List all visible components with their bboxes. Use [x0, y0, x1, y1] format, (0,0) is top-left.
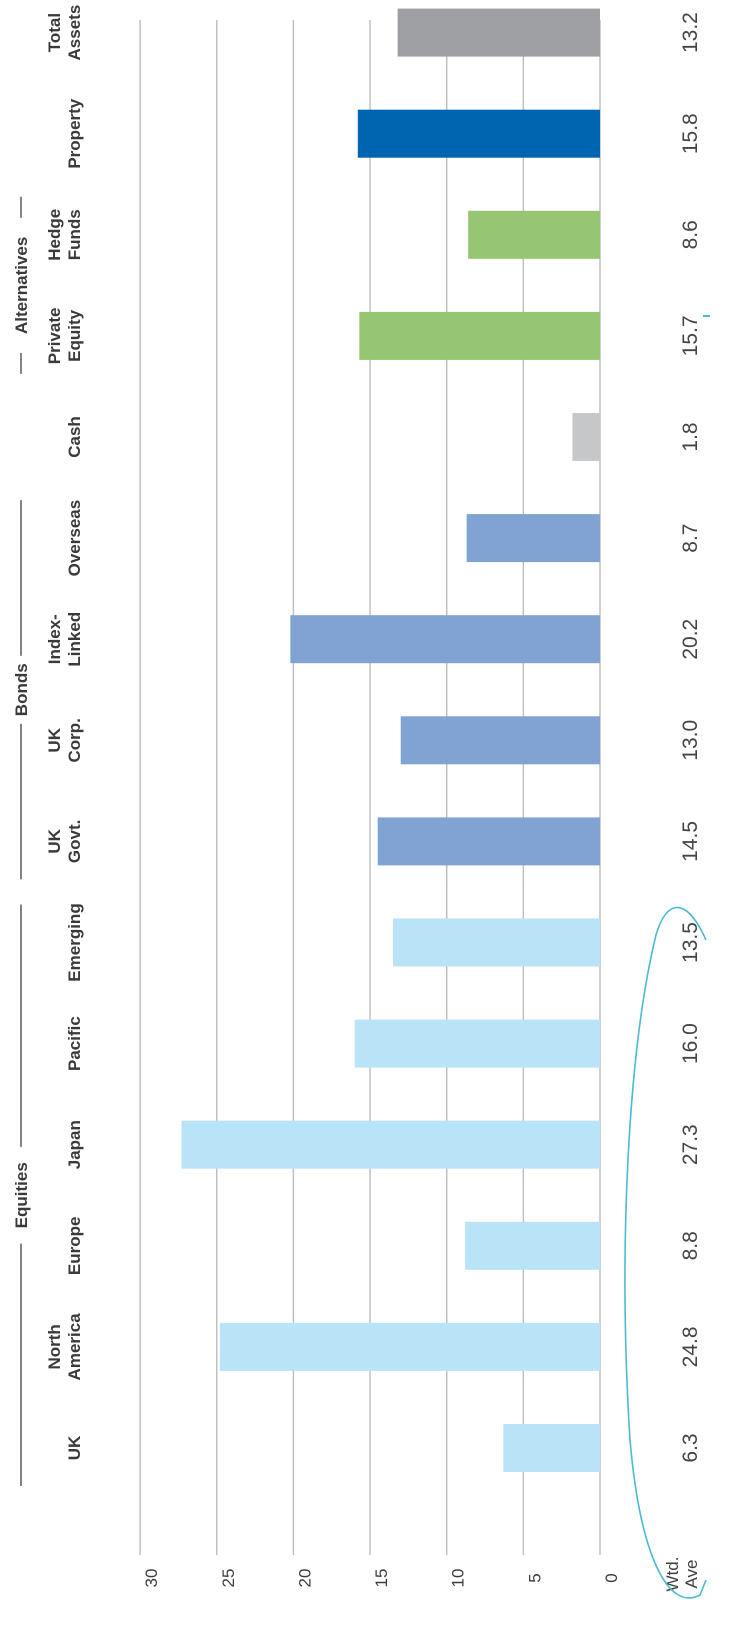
value-label-5: 13.5 [679, 922, 702, 963]
category-labels: UK NorthAmerica Europe Japan Pacific Emerging… [45, 5, 84, 1461]
bar-12 [468, 210, 600, 259]
annotation-ellipse [624, 906, 707, 1599]
category-label-11: PrivateEquity [45, 308, 84, 365]
bar-6 [377, 817, 600, 866]
category-label-10: Cash [65, 416, 84, 458]
value-label-2: 8.8 [679, 1231, 702, 1260]
value-label-7: 13.0 [679, 720, 702, 761]
category-label-13: Property [65, 98, 84, 168]
tick-label-15: 15 [372, 1569, 391, 1588]
category-label-7: UKCorp. [45, 718, 84, 762]
category-label-0: UK [65, 1435, 84, 1460]
category-label-12: HedgeFunds [45, 209, 84, 261]
value-label-6: 14.5 [679, 821, 702, 862]
value-label-10: 1.8 [679, 422, 702, 451]
value-label-9: 8.7 [679, 523, 702, 552]
bars [181, 8, 601, 1472]
bar-5 [393, 918, 600, 967]
group-label-1: Bonds [12, 663, 31, 716]
bar-8 [290, 615, 600, 664]
group-label-2: Alternatives [12, 237, 31, 334]
tick-label-0: 0 [602, 1573, 621, 1582]
tick-label-10: 10 [449, 1569, 468, 1588]
bar-4 [354, 1019, 600, 1068]
tick-label-5: 5 [525, 1573, 544, 1582]
category-label-14: TotalAssets [45, 5, 84, 61]
value-label-0: 6.3 [679, 1433, 702, 1462]
value-label-1: 24.8 [679, 1326, 702, 1367]
tick-label-25: 25 [219, 1569, 238, 1588]
value-label-11: 15.7 [679, 315, 702, 356]
bar-7 [400, 716, 600, 765]
group-headers: Equities Bonds Alternatives [12, 196, 31, 1486]
bar-0 [503, 1424, 600, 1472]
value-label-3: 27.3 [679, 1124, 702, 1165]
category-label-5: Emerging [65, 903, 84, 981]
category-label-4: Pacific [65, 1016, 84, 1071]
value-column-header: Wtd.Ave [663, 1557, 701, 1592]
bar-13 [357, 109, 600, 158]
bar-11 [359, 311, 600, 360]
group-label-0: Equities [12, 1162, 31, 1228]
value-labels: 6.3 24.8 8.8 27.3 16.0 13.5 14.5 13.0 20.2 8.7 1.8… [679, 12, 702, 1462]
value-label-12: 8.6 [679, 220, 702, 249]
value-label-13: 15.8 [679, 113, 702, 154]
bar-10 [572, 413, 600, 461]
bar-3 [181, 1120, 600, 1169]
tick-label-30: 30 [142, 1569, 161, 1588]
category-label-1: NorthAmerica [45, 1313, 84, 1381]
value-label-4: 16.0 [679, 1023, 702, 1064]
handwritten-annotation [624, 315, 710, 1599]
category-label-2: Europe [65, 1217, 84, 1276]
bar-2 [465, 1221, 600, 1270]
value-label-8: 20.2 [679, 619, 702, 660]
bar-1 [219, 1322, 601, 1371]
category-label-6: UKGovt. [45, 820, 84, 863]
category-label-8: Index-Linked [45, 612, 84, 667]
grid-lines [139, 20, 601, 1555]
bar-14 [397, 8, 600, 57]
tick-label-20: 20 [295, 1569, 314, 1588]
value-column-header: Wtd.Ave [663, 1557, 701, 1592]
value-label-14: 13.2 [679, 12, 702, 53]
category-label-3: Japan [65, 1120, 84, 1169]
category-label-9: Overseas [65, 500, 84, 577]
bar-9 [466, 514, 600, 563]
value-axis: 0 5 10 15 20 25 30 [142, 1569, 621, 1588]
